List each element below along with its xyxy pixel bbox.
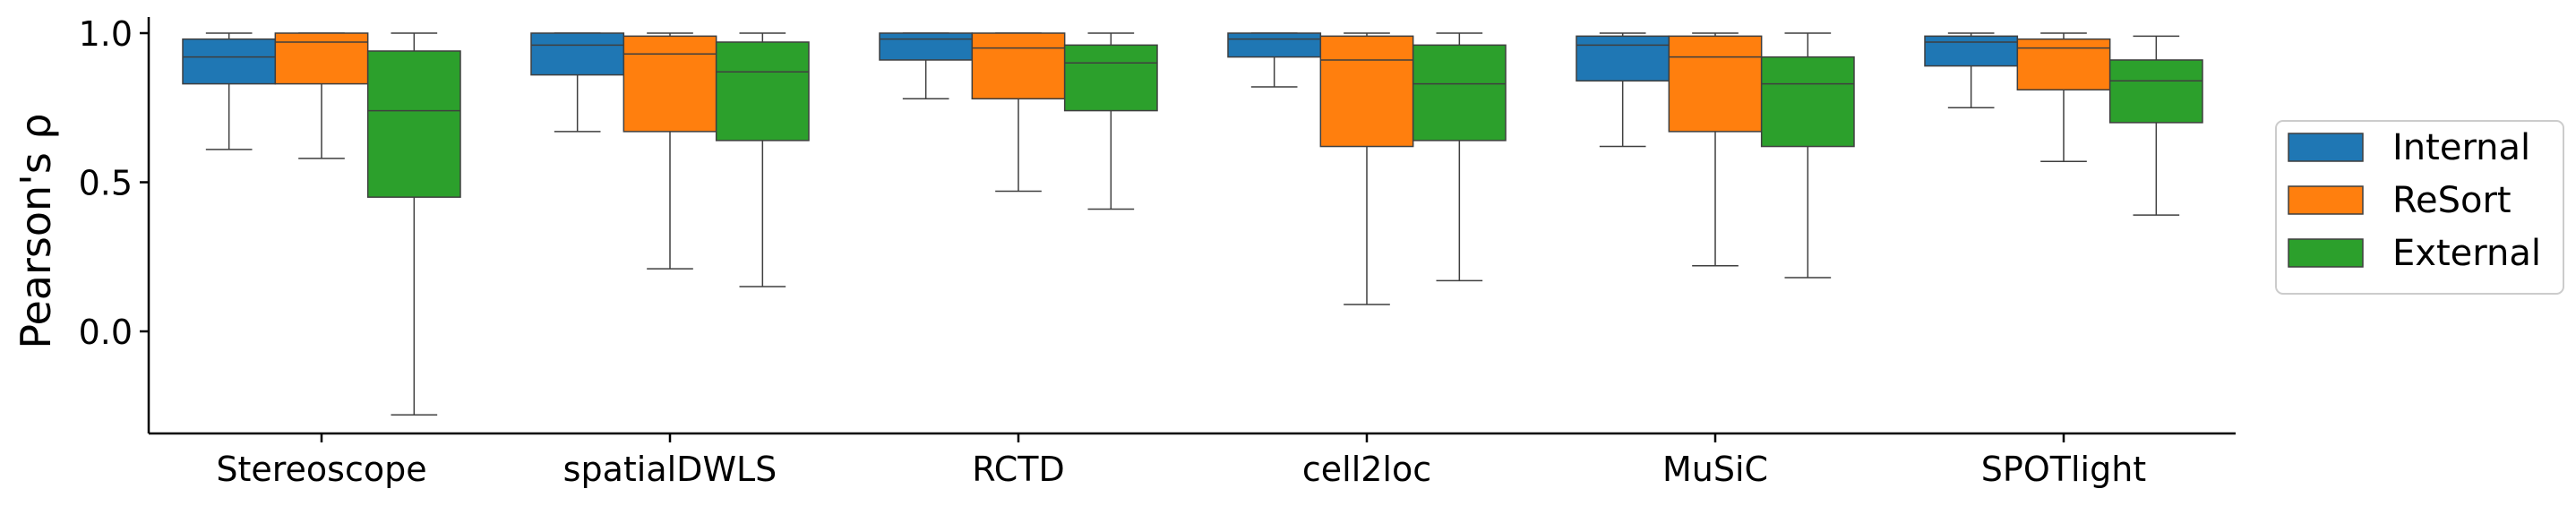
x-ticks: Stereoscope spatialDWLS RCTD cell2loc MuSiC S… (216, 433, 2146, 489)
box-internal-cell2loc (1227, 32, 1322, 88)
box-resort-music (1668, 32, 1763, 267)
box-iqr (530, 32, 625, 76)
box-external-spatialdwls (715, 32, 810, 287)
box-iqr (971, 32, 1066, 100)
box-iqr (1227, 32, 1322, 58)
box-resort-stereoscope (274, 32, 369, 159)
axes (147, 17, 2236, 435)
x-tick-label-rctd: RCTD (972, 450, 1065, 489)
box-resort-cell2loc (1319, 32, 1414, 305)
legend-swatch-resort (2288, 185, 2364, 215)
box-iqr (879, 32, 974, 61)
box-internal-rctd (879, 32, 974, 100)
legend-swatch-external (2288, 238, 2364, 268)
legend-label-resort: ReSort (2392, 180, 2512, 221)
box-iqr (366, 50, 461, 198)
box-iqr (182, 38, 277, 85)
box-iqr (2016, 38, 2111, 91)
y-ticks: 0.0 0.5 1.0 (79, 14, 149, 352)
box-external-stereoscope (366, 32, 461, 416)
legend: Internal ReSort External (2275, 120, 2564, 295)
box-iqr (1319, 35, 1414, 148)
box-iqr (1760, 56, 1855, 148)
plot-area (182, 32, 2203, 416)
box-internal-spatialdwls (530, 32, 625, 133)
box-iqr (1668, 35, 1763, 133)
x-tick-label-spatialdwls: spatialDWLS (563, 450, 777, 489)
y-tick-label: 1.0 (79, 14, 133, 54)
box-resort-spotlight (2016, 32, 2111, 162)
x-tick-label-cell2loc: cell2loc (1302, 450, 1431, 489)
box-internal-spotlight (1924, 32, 2019, 108)
x-tick-label-spotlight: SPOTlight (1981, 450, 2146, 489)
box-iqr (274, 32, 369, 85)
legend-label-external: External (2392, 233, 2541, 274)
x-tick-label-stereoscope: Stereoscope (216, 450, 426, 489)
legend-swatch-internal (2288, 133, 2364, 162)
box-iqr (1924, 35, 2019, 67)
box-external-music (1760, 32, 1855, 279)
box-iqr (1063, 44, 1158, 112)
box-external-rctd (1063, 32, 1158, 210)
legend-label-internal: Internal (2392, 127, 2530, 168)
box-internal-stereoscope (182, 32, 277, 150)
box-external-cell2loc (1412, 32, 1507, 282)
box-iqr (623, 35, 717, 133)
y-axis-label: Pearson's ρ (12, 113, 60, 348)
box-iqr (2108, 59, 2203, 124)
y-tick-label: 0.0 (79, 313, 133, 352)
y-tick-label: 0.5 (79, 164, 133, 203)
box-resort-spatialdwls (623, 32, 717, 270)
box-iqr (1412, 44, 1507, 142)
box-internal-music (1576, 32, 1670, 148)
box-external-spotlight (2108, 35, 2203, 216)
box-iqr (1576, 35, 1670, 82)
box-resort-rctd (971, 32, 1066, 193)
box-iqr (715, 41, 810, 142)
x-tick-label-music: MuSiC (1662, 450, 1768, 489)
